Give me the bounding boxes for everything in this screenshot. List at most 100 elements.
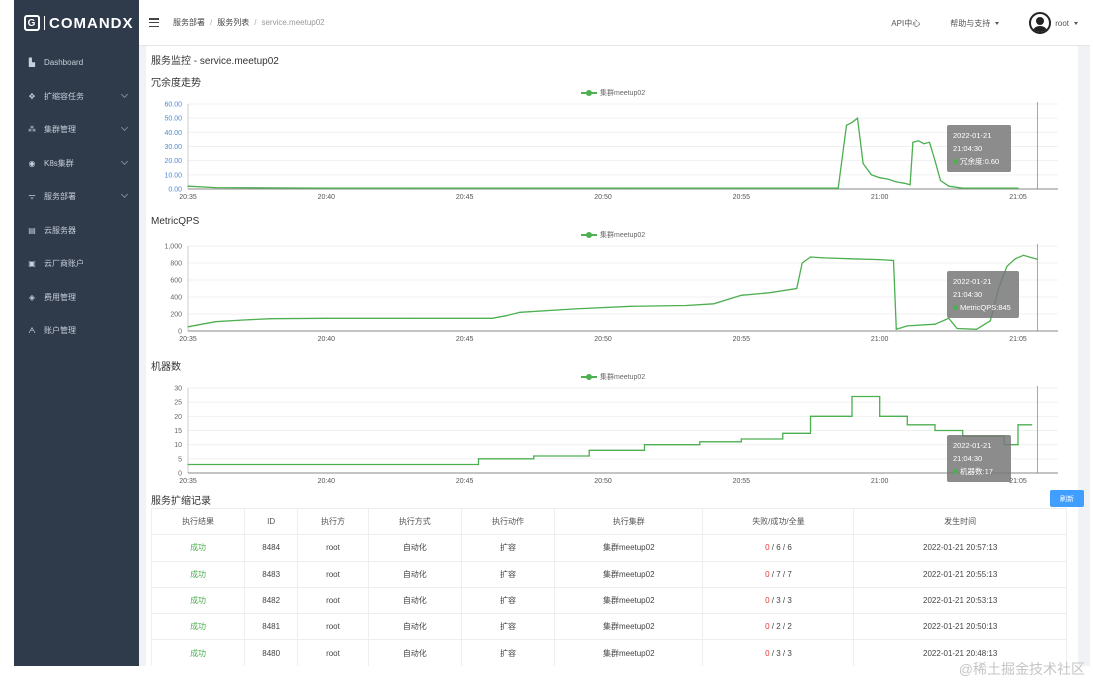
executor-cell: root <box>297 534 369 562</box>
data-point <box>533 458 535 460</box>
data-point <box>917 140 920 142</box>
chart-plot[interactable]: 0 200 400 600 800 1,000 20:35 20:40 20:45 20:50 20… <box>146 214 1078 349</box>
breadcrumb-separator: / <box>254 18 257 27</box>
data-point <box>879 259 881 261</box>
count-separator: / <box>769 569 777 579</box>
top-bar: 服务部署 / 服务列表 / service.meetup02 API中心 帮助与… <box>139 0 1090 46</box>
chevron-down-icon[interactable] <box>120 90 129 98</box>
count-separator: / <box>769 596 777 606</box>
sidebar-item[interactable]: ✥ 扩缩容任务 <box>14 80 139 114</box>
data-point <box>630 187 632 189</box>
chart-tooltip: 2022-01-21 21:04:30 MetricQPS:845 <box>947 271 1019 318</box>
sidebar-item[interactable]: ⁂ 集群管理 <box>14 113 139 147</box>
legend-label: 集群meetup02 <box>600 90 646 97</box>
table-row: 成功 8483 root 自动化 扩容 集群meetup02 0 / 7 / 7 2022-0… <box>150 560 1067 588</box>
sidebar-item-label: 云服务器 <box>44 225 76 235</box>
chart-legend[interactable]: 集群meetup02 <box>581 230 645 240</box>
data-point <box>962 187 964 189</box>
help-menu[interactable]: 帮助与支持 <box>950 18 1000 29</box>
sidebar-item[interactable]: ᗅ 账户管理 <box>14 314 139 348</box>
sidebar-item[interactable]: ◈ 费用管理 <box>14 281 139 315</box>
count-separator: / <box>780 596 788 606</box>
data-point <box>643 449 646 451</box>
count-separator: / <box>769 622 777 632</box>
chevron-down-icon[interactable] <box>120 123 129 132</box>
data-point <box>491 317 493 319</box>
time-cell-value: 2022-01-21 20:50:13 <box>923 622 998 632</box>
data-point <box>215 321 217 323</box>
data-point <box>939 179 942 182</box>
sidebar-nav: ▙ Dashboard ✥ 扩缩容任务 ⁂ 集群管理 ◉ K8s集群 ᯤ 服务部署 ▤ 云服务器 ▣ 云厂… <box>14 46 139 348</box>
data-point <box>809 432 812 434</box>
count-separator: / <box>780 543 788 553</box>
breadcrumb-item-service-list[interactable]: 服务列表 <box>217 18 250 27</box>
data-point <box>201 323 203 325</box>
data-point <box>768 292 770 294</box>
sidebar-item[interactable]: ▣ 云厂商账户 <box>14 247 139 281</box>
data-point <box>870 174 873 176</box>
x-tick-label: 21:00 <box>871 478 889 485</box>
user-menu[interactable]: root <box>1029 12 1078 34</box>
sidebar-item[interactable]: ᯤ 服务部署 <box>14 180 139 214</box>
tooltip-time: 21:04:30 <box>953 290 983 299</box>
x-tick-label: 20:55 <box>733 194 751 201</box>
success-count: 2 <box>776 622 781 632</box>
data-point <box>270 318 272 320</box>
x-tick-label: 21:05 <box>1009 336 1027 343</box>
column-header: 执行动作 <box>460 507 556 536</box>
action-cell-value: 扩容 <box>499 569 516 579</box>
api-center-link[interactable]: API中心 <box>891 18 921 28</box>
data-point <box>477 463 480 466</box>
count-separator: / <box>769 648 777 658</box>
time-cell-value: 2022-01-21 20:55:13 <box>923 569 998 579</box>
data-point <box>533 455 535 457</box>
x-tick-label: 20:40 <box>318 336 336 343</box>
data-point <box>574 308 576 310</box>
data-point <box>519 311 521 313</box>
mode-cell: 自动化 <box>367 613 462 641</box>
mode-cell-value: 自动化 <box>402 622 427 632</box>
data-point <box>740 441 742 443</box>
column-header: 执行方 <box>297 507 369 536</box>
cluster-cell: 集群meetup02 <box>554 586 704 615</box>
data-point <box>823 257 825 259</box>
caret-down-icon <box>1074 21 1078 25</box>
data-point <box>325 317 327 319</box>
chart-legend[interactable]: 集群meetup02 <box>581 88 645 98</box>
chart-tooltip: 2022-01-21 21:04:30 机器数:17 <box>947 435 1011 482</box>
time-cell: 2022-01-21 20:55:13 <box>853 560 1067 588</box>
x-tick-label: 20:35 <box>179 336 197 343</box>
series-line <box>187 254 1038 331</box>
data-point <box>809 256 812 258</box>
data-point <box>906 325 908 327</box>
breadcrumb-item-deploy[interactable]: 服务部署 <box>173 18 205 27</box>
sidebar-item[interactable]: ▙ Dashboard <box>14 46 139 80</box>
user-icon: ᗅ <box>28 325 36 335</box>
data-point <box>408 317 410 319</box>
tooltip-time: 21:04:30 <box>953 454 983 463</box>
column-header: ID <box>244 507 299 536</box>
move-icon: ✥ <box>28 91 36 101</box>
success-count: 6 <box>776 543 781 553</box>
help-label: 帮助与支持 <box>950 18 991 28</box>
chart-plot[interactable]: 0 5 10 15 20 25 30 20:35 20:40 20:45 20:50 20:55 21:… <box>146 356 1078 491</box>
chevron-down-icon[interactable] <box>120 190 129 199</box>
mode-cell: 自动化 <box>367 586 462 615</box>
menu-toggle-icon[interactable] <box>149 18 159 27</box>
sidebar-item[interactable]: ◉ K8s集群 <box>14 147 139 181</box>
success-count: 7 <box>776 569 781 579</box>
y-tick-label: 25 <box>174 400 182 407</box>
series-dot-icon <box>953 469 958 474</box>
logo-divider <box>44 16 45 30</box>
y-tick-label: 0 <box>178 329 182 336</box>
series-line <box>187 116 1018 189</box>
chevron-down-icon[interactable] <box>120 157 129 165</box>
app-logo[interactable]: G COMANDX <box>14 0 139 46</box>
sidebar-item[interactable]: ▤ 云服务器 <box>14 214 139 248</box>
sidebar-item-label: 费用管理 <box>44 292 76 302</box>
refresh-button[interactable]: 刷新 <box>1050 490 1084 507</box>
chart-legend[interactable]: 集群meetup02 <box>581 372 645 382</box>
id-cell: 8484 <box>244 534 299 562</box>
result-cell: 成功 <box>150 560 246 588</box>
chart-plot[interactable]: 0.00 10.00 20.00 30.00 40.00 50.00 60.00 20:35 2… <box>146 72 1078 207</box>
